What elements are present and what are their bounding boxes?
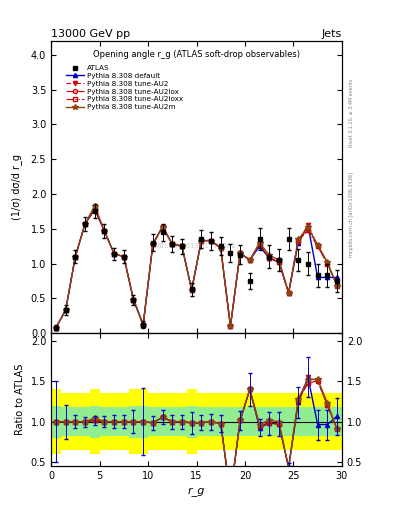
- Text: ATLAS_2019_I1772062: ATLAS_2019_I1772062: [157, 242, 236, 249]
- Text: mcplots.cern.ch [arXiv:1306.3436]: mcplots.cern.ch [arXiv:1306.3436]: [349, 173, 354, 258]
- Text: Opening angle r_g (ATLAS soft-drop observables): Opening angle r_g (ATLAS soft-drop obser…: [93, 50, 300, 59]
- Text: 13000 GeV pp: 13000 GeV pp: [51, 29, 130, 39]
- Y-axis label: Ratio to ATLAS: Ratio to ATLAS: [15, 364, 25, 435]
- Text: Jets: Jets: [321, 29, 342, 39]
- X-axis label: r_g: r_g: [188, 486, 205, 496]
- Text: Rivet 3.1.10, ≥ 3.4M events: Rivet 3.1.10, ≥ 3.4M events: [349, 78, 354, 147]
- Legend: ATLAS, Pythia 8.308 default, Pythia 8.308 tune-AU2, Pythia 8.308 tune-AU2lox, Py: ATLAS, Pythia 8.308 default, Pythia 8.30…: [63, 62, 186, 113]
- Y-axis label: (1/σ) dσ/d r_g: (1/σ) dσ/d r_g: [11, 154, 22, 220]
